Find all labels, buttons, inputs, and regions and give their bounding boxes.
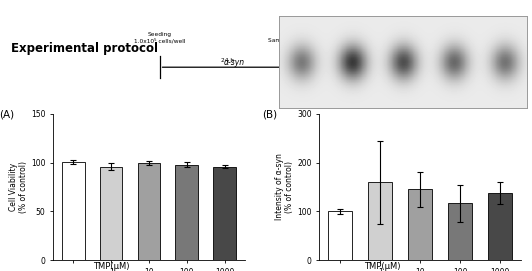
Bar	[488, 193, 512, 260]
Bar	[100, 166, 122, 260]
Text: TMP(μM): TMP(μM)	[93, 262, 130, 271]
Text: MTT
DotBlot: MTT DotBlot	[404, 98, 426, 108]
Text: Seeding
1.0x10⁵ cells/well: Seeding 1.0x10⁵ cells/well	[134, 32, 185, 43]
Text: TMP(μM): TMP(μM)	[364, 262, 401, 271]
Bar	[213, 166, 236, 260]
Bar	[138, 163, 160, 260]
Bar	[408, 189, 433, 260]
Text: Experimental protocol: Experimental protocol	[11, 42, 157, 55]
Text: α-syn: α-syn	[223, 58, 245, 67]
Bar	[176, 164, 198, 260]
Text: 24 h: 24 h	[221, 58, 234, 63]
Bar	[448, 203, 472, 260]
Text: (B): (B)	[263, 109, 278, 120]
Text: Sample treatment: Sample treatment	[269, 38, 322, 43]
Bar	[62, 162, 85, 260]
Bar	[328, 211, 352, 260]
Y-axis label: Intensity of α-syn
(% of control): Intensity of α-syn (% of control)	[275, 154, 294, 220]
Text: Reading
570nm: Reading 570nm	[498, 33, 523, 43]
Bar	[368, 182, 392, 260]
Text: 4 h: 4 h	[458, 58, 468, 63]
Text: 24 h: 24 h	[348, 58, 362, 63]
Text: (A): (A)	[0, 109, 15, 120]
Y-axis label: Cell Viability
(% of control): Cell Viability (% of control)	[9, 161, 28, 213]
